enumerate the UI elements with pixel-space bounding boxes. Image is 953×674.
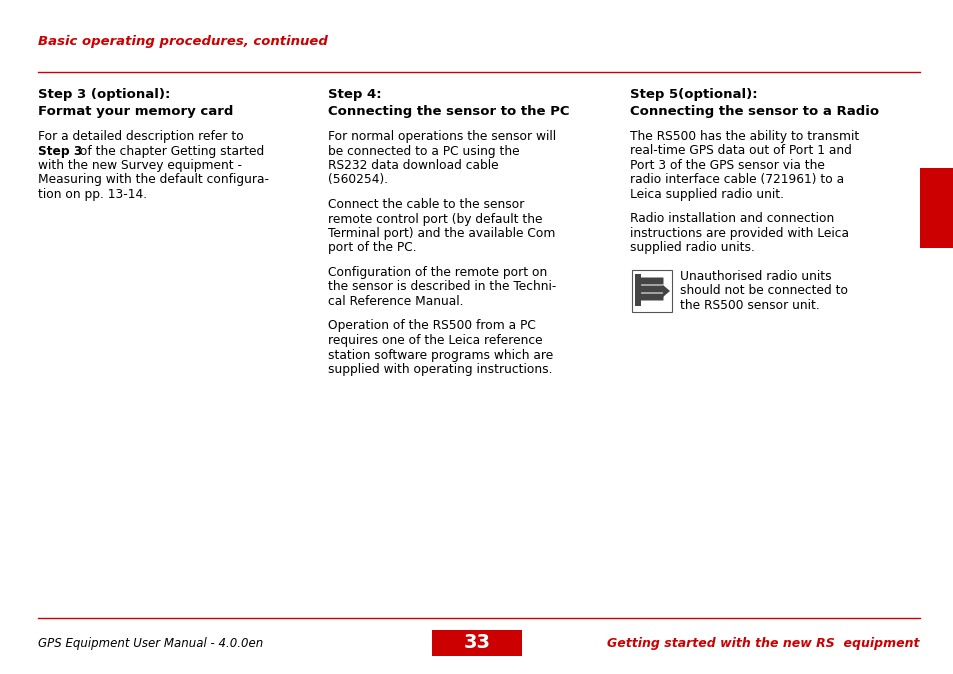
FancyBboxPatch shape — [919, 168, 953, 248]
Text: Step 5(optional):: Step 5(optional): — [629, 88, 757, 101]
Text: port of the PC.: port of the PC. — [328, 241, 416, 255]
Text: Format your memory card: Format your memory card — [38, 105, 233, 118]
Text: Operation of the RS500 from a PC: Operation of the RS500 from a PC — [328, 319, 536, 332]
Text: supplied with operating instructions.: supplied with operating instructions. — [328, 363, 552, 376]
Text: 33: 33 — [463, 634, 490, 652]
Text: real-time GPS data out of Port 1 and: real-time GPS data out of Port 1 and — [629, 144, 851, 158]
Text: (560254).: (560254). — [328, 173, 388, 187]
Text: Step 3: Step 3 — [38, 144, 82, 158]
Text: Terminal port) and the available Com: Terminal port) and the available Com — [328, 227, 555, 240]
Text: cal Reference Manual.: cal Reference Manual. — [328, 295, 463, 308]
Text: the sensor is described in the Techni-: the sensor is described in the Techni- — [328, 280, 556, 293]
Text: Connecting the sensor to the PC: Connecting the sensor to the PC — [328, 105, 569, 118]
Text: The RS500 has the ability to transmit: The RS500 has the ability to transmit — [629, 130, 859, 143]
Text: For normal operations the sensor will: For normal operations the sensor will — [328, 130, 556, 143]
Text: requires one of the Leica reference: requires one of the Leica reference — [328, 334, 542, 347]
Text: should not be connected to: should not be connected to — [679, 284, 847, 297]
Text: with the new Survey equipment -: with the new Survey equipment - — [38, 159, 242, 172]
Text: GPS Equipment User Manual - 4.0.0en: GPS Equipment User Manual - 4.0.0en — [38, 636, 263, 650]
Text: radio interface cable (721961) to a: radio interface cable (721961) to a — [629, 173, 843, 187]
Text: the RS500 sensor unit.: the RS500 sensor unit. — [679, 299, 819, 312]
FancyBboxPatch shape — [639, 278, 662, 284]
Text: instructions are provided with Leica: instructions are provided with Leica — [629, 227, 848, 240]
Text: of the chapter Getting started: of the chapter Getting started — [76, 144, 264, 158]
FancyBboxPatch shape — [639, 286, 662, 293]
FancyBboxPatch shape — [432, 630, 521, 656]
Text: Port 3 of the GPS sensor via the: Port 3 of the GPS sensor via the — [629, 159, 824, 172]
Text: For a detailed description refer to: For a detailed description refer to — [38, 130, 244, 143]
Text: RS232 data download cable: RS232 data download cable — [328, 159, 498, 172]
Text: be connected to a PC using the: be connected to a PC using the — [328, 144, 519, 158]
Text: Unauthorised radio units: Unauthorised radio units — [679, 270, 831, 283]
Text: Step 4:: Step 4: — [328, 88, 381, 101]
Text: Connecting the sensor to a Radio: Connecting the sensor to a Radio — [629, 105, 879, 118]
FancyBboxPatch shape — [635, 274, 640, 306]
Text: Radio installation and connection: Radio installation and connection — [629, 212, 833, 226]
Text: Connect the cable to the sensor: Connect the cable to the sensor — [328, 198, 524, 211]
Text: Getting started with the new RS  equipment: Getting started with the new RS equipmen… — [607, 636, 919, 650]
Text: Basic operating procedures, continued: Basic operating procedures, continued — [38, 35, 328, 48]
Text: Step 3 (optional):: Step 3 (optional): — [38, 88, 171, 101]
Text: supplied radio units.: supplied radio units. — [629, 241, 754, 255]
Text: station software programs which are: station software programs which are — [328, 348, 553, 361]
Text: tion on pp. 13-14.: tion on pp. 13-14. — [38, 188, 147, 201]
Polygon shape — [662, 285, 669, 297]
FancyBboxPatch shape — [639, 293, 662, 301]
Text: Measuring with the default configura-: Measuring with the default configura- — [38, 173, 269, 187]
FancyBboxPatch shape — [631, 270, 671, 312]
Text: Configuration of the remote port on: Configuration of the remote port on — [328, 266, 547, 279]
Text: Leica supplied radio unit.: Leica supplied radio unit. — [629, 188, 783, 201]
Text: remote control port (by default the: remote control port (by default the — [328, 212, 542, 226]
